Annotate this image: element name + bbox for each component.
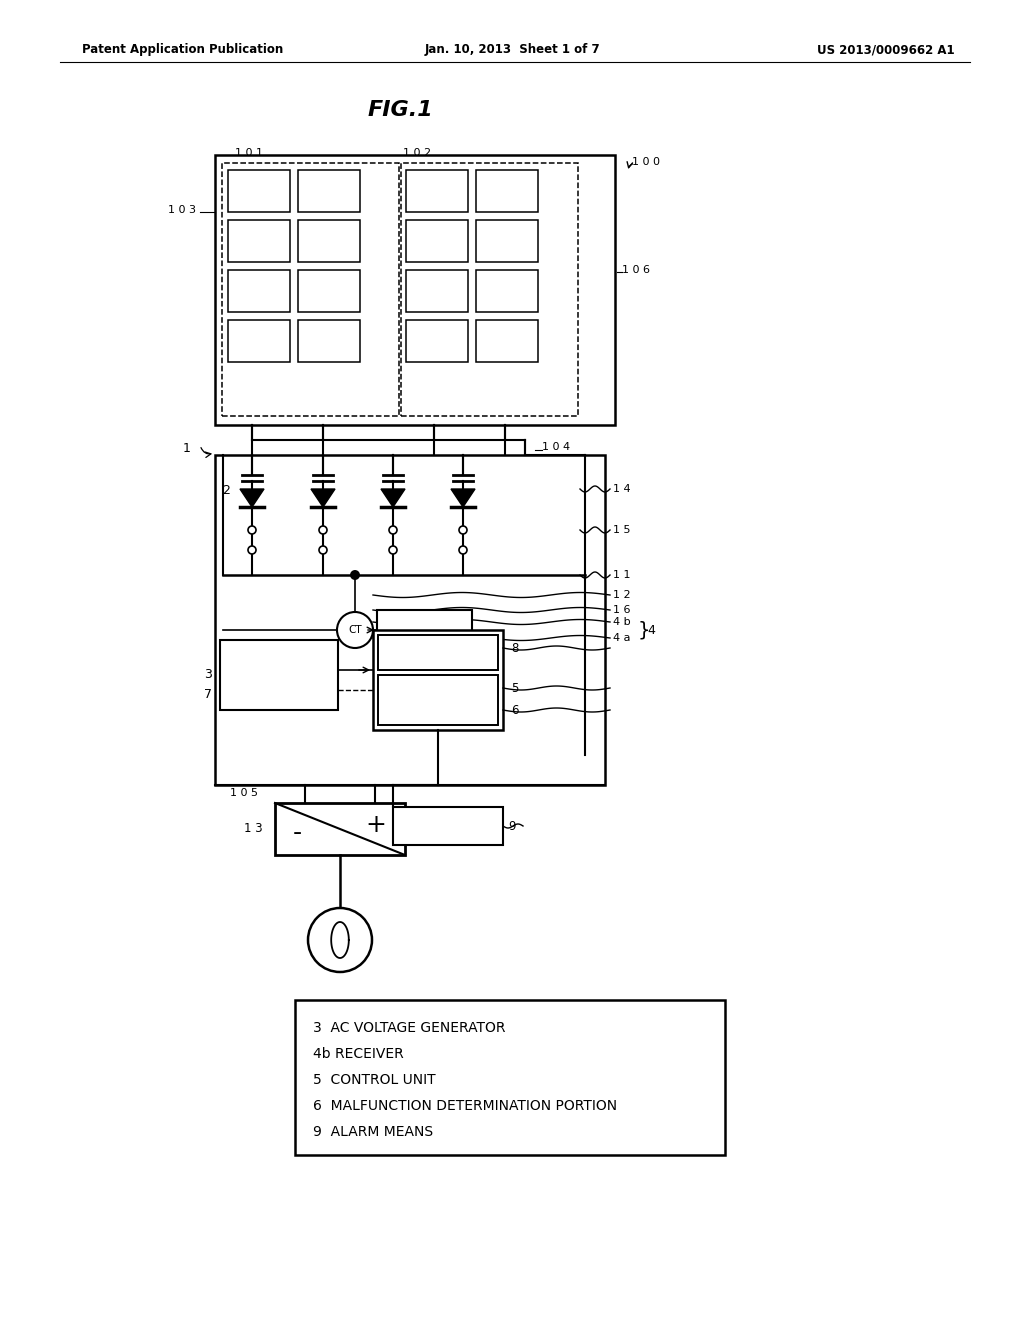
Bar (476, 170, 538, 213)
Circle shape (319, 525, 327, 535)
Bar (298, 319, 360, 362)
Bar (373, 630, 503, 730)
Bar (476, 319, 538, 362)
Text: -: - (293, 821, 302, 845)
Text: 5  CONTROL UNIT: 5 CONTROL UNIT (313, 1073, 435, 1086)
Bar (228, 220, 290, 261)
Text: US 2013/0009662 A1: US 2013/0009662 A1 (817, 44, 955, 57)
Bar (298, 271, 360, 312)
Bar (406, 220, 468, 261)
Text: 1: 1 (183, 441, 190, 454)
Bar (406, 170, 468, 213)
Circle shape (389, 525, 397, 535)
Circle shape (248, 525, 256, 535)
Text: 6: 6 (511, 704, 518, 717)
Text: 1 3: 1 3 (245, 822, 263, 836)
Polygon shape (451, 488, 475, 507)
Bar (298, 170, 360, 213)
Circle shape (248, 546, 256, 554)
Bar (275, 803, 406, 855)
Circle shape (459, 546, 467, 554)
Text: Jan. 10, 2013  Sheet 1 of 7: Jan. 10, 2013 Sheet 1 of 7 (424, 44, 600, 57)
Text: 1 0 2: 1 0 2 (403, 148, 431, 158)
Bar (406, 271, 468, 312)
Text: 1 1: 1 1 (613, 570, 631, 579)
Text: 1 0 1: 1 0 1 (234, 148, 263, 158)
Text: 2: 2 (222, 483, 229, 496)
Circle shape (459, 525, 467, 535)
Text: 3: 3 (204, 668, 212, 681)
Text: 1 0 4: 1 0 4 (542, 442, 570, 451)
Bar (378, 635, 498, 671)
Bar (220, 640, 338, 710)
Text: 4: 4 (647, 623, 655, 636)
Circle shape (319, 546, 327, 554)
Bar (476, 271, 538, 312)
Bar (228, 319, 290, 362)
Bar (215, 154, 615, 425)
Bar (228, 271, 290, 312)
Text: CT: CT (348, 624, 361, 635)
Text: +: + (365, 813, 386, 837)
Text: 9  ALARM MEANS: 9 ALARM MEANS (313, 1125, 433, 1139)
Text: }: } (638, 620, 650, 639)
Bar (476, 220, 538, 261)
Text: 4 a: 4 a (613, 634, 631, 643)
Bar (295, 1001, 725, 1155)
Circle shape (308, 908, 372, 972)
Text: 3  AC VOLTAGE GENERATOR: 3 AC VOLTAGE GENERATOR (313, 1020, 506, 1035)
Text: 1 0 6: 1 0 6 (622, 265, 650, 275)
Bar (377, 610, 472, 640)
Polygon shape (240, 488, 264, 507)
Polygon shape (381, 488, 406, 507)
Bar (228, 170, 290, 213)
Text: 4 b: 4 b (613, 616, 631, 627)
Bar (222, 162, 399, 416)
Bar (406, 319, 468, 362)
Text: 1 0 5: 1 0 5 (230, 788, 258, 799)
Text: FIG.1: FIG.1 (368, 100, 433, 120)
Text: 1 4: 1 4 (613, 484, 631, 494)
Text: 8: 8 (511, 642, 518, 655)
Bar (215, 455, 605, 785)
Text: 6  MALFUNCTION DETERMINATION PORTION: 6 MALFUNCTION DETERMINATION PORTION (313, 1100, 617, 1113)
Text: 7: 7 (204, 689, 212, 701)
Bar (378, 675, 498, 725)
Text: 4b RECEIVER: 4b RECEIVER (313, 1047, 403, 1061)
Text: 9: 9 (508, 820, 515, 833)
Circle shape (351, 572, 359, 579)
Polygon shape (311, 488, 335, 507)
Text: 1 5: 1 5 (613, 525, 631, 535)
Bar (393, 807, 503, 845)
Bar (298, 220, 360, 261)
Text: 1 2: 1 2 (613, 590, 631, 601)
Text: 1 0 0: 1 0 0 (632, 157, 660, 168)
Bar (401, 162, 578, 416)
Text: 1 0 3: 1 0 3 (168, 205, 196, 215)
Text: 1 6: 1 6 (613, 605, 631, 615)
Circle shape (389, 546, 397, 554)
Text: Patent Application Publication: Patent Application Publication (82, 44, 284, 57)
Circle shape (337, 612, 373, 648)
Text: 5: 5 (511, 681, 518, 694)
